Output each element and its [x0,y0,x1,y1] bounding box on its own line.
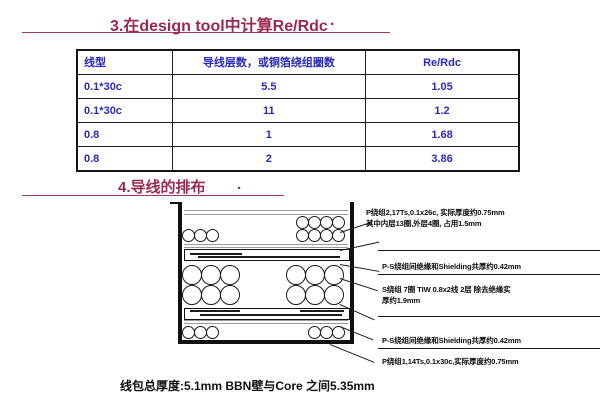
table-cell-re-rdc: 1.05 [365,74,520,99]
table-cell-wire-type: 0.1*30c [76,74,173,99]
table-row: 0.8 1 1.68 [76,122,520,147]
table-cell-layers: 5.5 [171,74,367,99]
annotation-line: P绕组1,14Ts,0.1x30c,实际厚度约0.75mm [382,357,519,366]
annotation-p-winding-2: P绕组2,17Ts,0.1x26c, 实际厚度约0.75mm 其中内层13圈,外… [366,207,505,229]
table-cell-re-rdc: 1.2 [365,98,520,123]
bobbin-flange-stub [170,202,180,204]
annotation-underline [378,274,600,275]
table-cell-re-rdc: 1.68 [365,122,520,147]
coil-turn [286,265,306,285]
annotation-underline [378,250,600,251]
table-cell-wire-type: 0.1*30c [76,98,173,123]
table-header-cell: 线型 [76,49,173,75]
coil-turn [286,285,306,305]
insulation-line [184,210,348,211]
section-4-trailing-dot: . [237,176,242,193]
shield-line [190,310,240,312]
annotation-ps-insulation-top: P-S绕组间绝缘和Shielding共厚约0.42mm [382,261,521,272]
bobbin-wall-bottom [178,340,354,344]
coil-turn [324,265,344,285]
table-cell-layers: 2 [171,146,367,172]
insulation-line [184,244,348,245]
shield-line [190,253,242,255]
coil-turn [201,265,221,285]
winding-cross-section-diagram [170,198,370,380]
annotation-p-winding-1: P绕组1,14Ts,0.1x30c,实际厚度约0.75mm [382,356,519,367]
coil-turn [182,285,202,305]
table-cell-wire-type: 0.8 [76,122,173,147]
annotation-line: 其中内层13圈,外层4圈, 占用1.5mm [366,219,482,228]
bobbin-wall-left [178,202,182,344]
coil-turn [324,285,344,305]
annotation-underline [378,316,600,317]
table-cell-re-rdc: 3.86 [365,146,520,172]
coil-turn [182,265,202,285]
annotation-line: S绕组 7圈 TIW 0.8x2线 2层 除去绝缘实 [382,285,511,294]
section-heading-4: 4.导线的排布 . [0,176,600,202]
section-4-title: 4.导线的排布 [118,179,206,196]
annotation-s-winding: S绕组 7圈 TIW 0.8x2线 2层 除去绝缘实 厚约1.9mm [382,284,511,306]
section-heading-3: 3.在design tool中计算Re/Rdc . [0,12,600,38]
section-3-trailing-dot: . [330,12,335,29]
coil-turn [206,326,219,339]
table-cell-wire-type: 0.8 [76,146,173,172]
heading-rule-left [22,195,258,196]
coil-turn [206,229,219,242]
bobbin-wall-right [350,202,354,344]
heading-rule-left [22,32,338,33]
heading-rule-right [246,195,284,196]
total-thickness-summary: 线包总厚度:5.1mm BBN壁与Core 之间5.35mm [120,379,375,393]
coil-turn [220,265,240,285]
annotation-line: P绕组2,17Ts,0.1x26c, 实际厚度约0.75mm [366,208,505,217]
coil-turn [305,265,325,285]
heading-rule-right [338,32,390,33]
coil-turn [332,326,345,339]
shield-line [200,314,342,316]
insulation-line [184,320,348,321]
insulation-line [184,247,348,248]
table-row: 0.1*30c 11 1.2 [76,98,520,123]
shield-line [300,310,344,312]
annotation-line: P-S绕组间绝缘和Shielding共厚约0.42mm [382,262,521,271]
insulation-line [184,323,348,324]
coil-turn [332,216,345,229]
insulation-line [184,214,348,215]
table-header-cell: Re/Rdc [365,49,520,75]
section-3-title: 3.在design tool中计算Re/Rdc [110,18,328,35]
annotation-line: 厚约1.9mm [382,296,421,305]
coil-turn [305,285,325,305]
table-row: 0.1*30c 5.5 1.05 [76,74,520,99]
re-rdc-table: 线型 导线层数，或铜箔绕组圈数 Re/Rdc 0.1*30c 5.5 1.05 … [76,49,520,172]
coil-turn [201,285,221,305]
table-header-row: 线型 导线层数，或铜箔绕组圈数 Re/Rdc [76,49,520,75]
table-row: 0.8 2 3.86 [76,146,520,172]
shielding-tape [184,249,350,261]
shield-line [198,256,340,258]
coil-turn [220,285,240,305]
annotation-underline [378,348,600,349]
annotation-ps-insulation-bottom: P-S绕组间绝缘和Shielding共厚约0.42mm [382,335,521,346]
table-cell-layers: 11 [171,98,367,123]
table-cell-layers: 1 [171,122,367,147]
table-header-cell: 导线层数，或铜箔绕组圈数 [171,49,367,75]
annotation-line: P-S绕组间绝缘和Shielding共厚约0.42mm [382,336,521,345]
